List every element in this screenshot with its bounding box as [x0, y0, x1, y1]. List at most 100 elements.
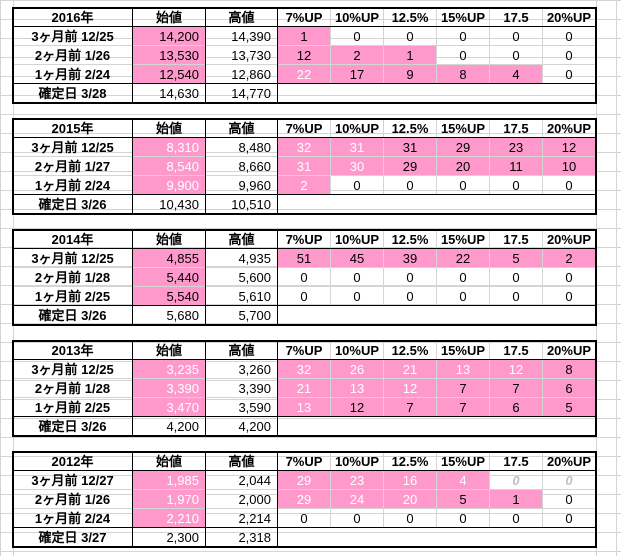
pct-count-cell[interactable]: 7: [384, 398, 437, 417]
row-label[interactable]: 3ヶ月前 12/25: [13, 138, 133, 157]
row-label[interactable]: 1ヶ月前 2/24: [13, 176, 133, 195]
pct-count-cell[interactable]: 0: [278, 287, 331, 306]
pct-count-cell[interactable]: 10: [543, 157, 596, 176]
pct-count-cell[interactable]: 29: [278, 490, 331, 509]
open-price-cell[interactable]: 4,855: [133, 249, 206, 268]
header-pct[interactable]: 7%UP: [278, 452, 331, 471]
high-price-cell[interactable]: 2,214: [206, 509, 278, 528]
pct-count-cell[interactable]: 32: [278, 138, 331, 157]
row-label[interactable]: 1ヶ月前 2/25: [13, 398, 133, 417]
open-price-cell[interactable]: 5,540: [133, 287, 206, 306]
open-price-cell[interactable]: 3,235: [133, 360, 206, 379]
pct-count-cell[interactable]: 29: [384, 157, 437, 176]
empty-cell[interactable]: [278, 528, 596, 547]
confirm-open-cell[interactable]: 5,680: [133, 306, 206, 325]
pct-count-cell[interactable]: 0: [490, 509, 543, 528]
pct-count-cell[interactable]: 23: [490, 138, 543, 157]
header-pct[interactable]: 20%UP: [543, 341, 596, 360]
pct-count-cell[interactable]: 12: [384, 379, 437, 398]
pct-count-cell[interactable]: 31: [331, 138, 384, 157]
row-label[interactable]: 2ヶ月前 1/28: [13, 379, 133, 398]
confirm-high-cell[interactable]: 4,200: [206, 417, 278, 436]
pct-count-cell[interactable]: 0: [331, 27, 384, 46]
pct-count-cell[interactable]: 24: [331, 490, 384, 509]
header-pct[interactable]: 15%UP: [437, 452, 490, 471]
pct-count-cell[interactable]: 1: [384, 46, 437, 65]
pct-count-cell[interactable]: 0: [384, 509, 437, 528]
pct-count-cell[interactable]: 0: [437, 287, 490, 306]
pct-count-cell[interactable]: 29: [437, 138, 490, 157]
pct-count-cell[interactable]: 0: [490, 471, 543, 490]
pct-count-cell[interactable]: 0: [543, 471, 596, 490]
header-open[interactable]: 始値: [133, 452, 206, 471]
pct-count-cell[interactable]: 5: [437, 490, 490, 509]
header-pct[interactable]: 10%UP: [331, 8, 384, 27]
pct-count-cell[interactable]: 17: [331, 65, 384, 84]
pct-count-cell[interactable]: 0: [490, 176, 543, 195]
pct-count-cell[interactable]: 21: [384, 360, 437, 379]
confirm-label[interactable]: 確定日 3/26: [13, 195, 133, 214]
confirm-label[interactable]: 確定日 3/27: [13, 528, 133, 547]
confirm-high-cell[interactable]: 10,510: [206, 195, 278, 214]
pct-count-cell[interactable]: 0: [543, 509, 596, 528]
pct-count-cell[interactable]: 2: [278, 176, 331, 195]
pct-count-cell[interactable]: 6: [490, 398, 543, 417]
pct-count-cell[interactable]: 0: [543, 27, 596, 46]
pct-count-cell[interactable]: 0: [543, 65, 596, 84]
open-price-cell[interactable]: 13,530: [133, 46, 206, 65]
header-high[interactable]: 高値: [206, 341, 278, 360]
pct-count-cell[interactable]: 0: [437, 27, 490, 46]
row-label[interactable]: 2ヶ月前 1/26: [13, 490, 133, 509]
pct-count-cell[interactable]: 0: [490, 27, 543, 46]
header-pct[interactable]: 12.5%: [384, 8, 437, 27]
header-pct[interactable]: 15%UP: [437, 230, 490, 249]
header-pct[interactable]: 17.5: [490, 230, 543, 249]
open-price-cell[interactable]: 3,470: [133, 398, 206, 417]
header-pct[interactable]: 10%UP: [331, 341, 384, 360]
row-label[interactable]: 2ヶ月前 1/28: [13, 268, 133, 287]
header-pct[interactable]: 17.5: [490, 8, 543, 27]
confirm-open-cell[interactable]: 14,630: [133, 84, 206, 103]
header-open[interactable]: 始値: [133, 119, 206, 138]
header-pct[interactable]: 15%UP: [437, 341, 490, 360]
confirm-high-cell[interactable]: 2,318: [206, 528, 278, 547]
high-price-cell[interactable]: 2,000: [206, 490, 278, 509]
pct-count-cell[interactable]: 5: [543, 398, 596, 417]
open-price-cell[interactable]: 2,210: [133, 509, 206, 528]
pct-count-cell[interactable]: 0: [490, 46, 543, 65]
pct-count-cell[interactable]: 0: [437, 46, 490, 65]
pct-count-cell[interactable]: 31: [384, 138, 437, 157]
row-label[interactable]: 3ヶ月前 12/25: [13, 360, 133, 379]
header-high[interactable]: 高値: [206, 119, 278, 138]
confirm-open-cell[interactable]: 4,200: [133, 417, 206, 436]
pct-count-cell[interactable]: 0: [384, 27, 437, 46]
pct-count-cell[interactable]: 0: [278, 509, 331, 528]
pct-count-cell[interactable]: 22: [278, 65, 331, 84]
pct-count-cell[interactable]: 2: [331, 46, 384, 65]
pct-count-cell[interactable]: 39: [384, 249, 437, 268]
high-price-cell[interactable]: 13,730: [206, 46, 278, 65]
pct-count-cell[interactable]: 12: [331, 398, 384, 417]
year-label[interactable]: 2015年: [13, 119, 133, 138]
pct-count-cell[interactable]: 4: [490, 65, 543, 84]
row-label[interactable]: 1ヶ月前 2/24: [13, 65, 133, 84]
high-price-cell[interactable]: 3,590: [206, 398, 278, 417]
header-pct[interactable]: 7%UP: [278, 119, 331, 138]
high-price-cell[interactable]: 5,600: [206, 268, 278, 287]
pct-count-cell[interactable]: 0: [331, 287, 384, 306]
header-pct[interactable]: 15%UP: [437, 8, 490, 27]
pct-count-cell[interactable]: 1: [490, 490, 543, 509]
pct-count-cell[interactable]: 12: [278, 46, 331, 65]
empty-cell[interactable]: [278, 417, 596, 436]
header-pct[interactable]: 17.5: [490, 341, 543, 360]
confirm-high-cell[interactable]: 5,700: [206, 306, 278, 325]
open-price-cell[interactable]: 8,310: [133, 138, 206, 157]
row-label[interactable]: 3ヶ月前 12/27: [13, 471, 133, 490]
confirm-label[interactable]: 確定日 3/28: [13, 84, 133, 103]
header-pct[interactable]: 20%UP: [543, 119, 596, 138]
pct-count-cell[interactable]: 32: [278, 360, 331, 379]
row-label[interactable]: 2ヶ月前 1/26: [13, 46, 133, 65]
open-price-cell[interactable]: 14,200: [133, 27, 206, 46]
header-pct[interactable]: 20%UP: [543, 230, 596, 249]
